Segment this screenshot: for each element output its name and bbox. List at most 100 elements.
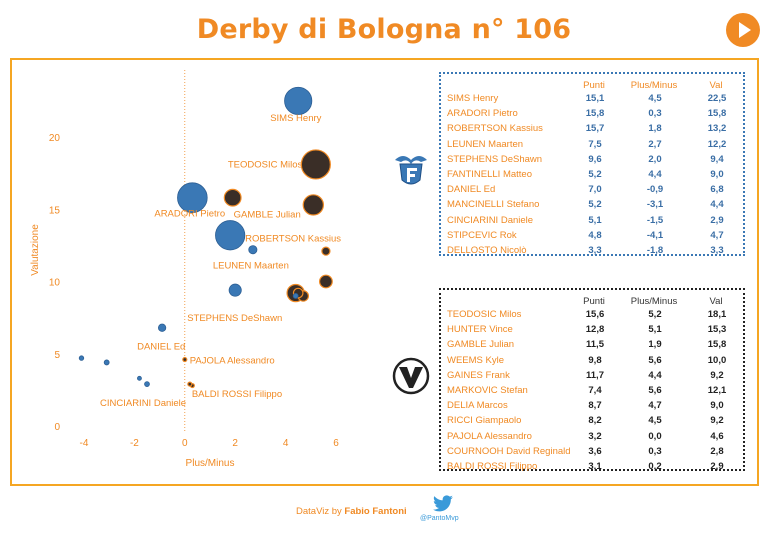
player-name: STIPCEVIC Rok — [447, 229, 517, 241]
stat-val: 3,3 — [710, 245, 724, 256]
stat-val: 22,5 — [707, 93, 727, 104]
stat-punti: 9,8 — [588, 354, 602, 366]
stat-pm: 5,1 — [648, 324, 662, 336]
stat-val: 2,9 — [710, 214, 724, 226]
stat-val: 10,0 — [707, 354, 727, 366]
point-baldi-rossi-filippo — [187, 381, 193, 387]
stat-punti: 3,3 — [588, 245, 602, 256]
stat-pm: 5,6 — [648, 354, 662, 366]
twitter-handle[interactable]: @PantoMvp — [420, 515, 459, 522]
stat-pm: 5,2 — [648, 309, 662, 320]
column-header-plus-minus: Plus/Minus — [630, 80, 678, 91]
stat-val: 9,2 — [710, 369, 724, 381]
table-row: STIPCEVIC Rok 4,8 -4,1 4,7 — [447, 230, 737, 245]
point-label: BALDI ROSSI Filippo — [192, 389, 282, 400]
table-row: GAMBLE Julian 11,5 1,9 15,8 — [447, 339, 737, 354]
stat-val: 9,0 — [710, 400, 724, 412]
fortitudo-stats-table: Punti Plus/Minus Val SIMS Henry 15,1 4,5 22… — [439, 72, 745, 256]
x-tick-label: 0 — [182, 438, 188, 449]
point-label: PAJOLA Alessandro — [190, 356, 275, 367]
table-row: BALDI ROSSI Filippo 3,1 0,2 2,9 — [447, 461, 737, 476]
player-name: STEPHENS DeShawn — [447, 153, 543, 165]
stat-punti: 8,2 — [588, 415, 602, 427]
point-mancinelli-stefano — [103, 359, 110, 366]
stat-punti: 15,1 — [585, 93, 605, 104]
table-row: MANCINELLI Stefano 5,2 -3,1 4,4 — [447, 199, 737, 214]
stat-val: 4,4 — [710, 199, 724, 211]
virtus-logo-icon — [392, 357, 430, 395]
stat-pm: 2,0 — [648, 153, 662, 165]
stat-pm: 0,2 — [648, 461, 662, 472]
table-row: LEUNEN Maarten 7,5 2,7 12,2 — [447, 139, 737, 154]
stat-punti: 7,5 — [588, 138, 602, 150]
point-label: ROBERTSON Kassius — [245, 233, 341, 244]
player-name: CINCIARINI Daniele — [447, 214, 534, 226]
y-tick-label: 15 — [49, 205, 61, 216]
point-markovic-stefan — [321, 246, 331, 256]
point-leunen-maarten — [248, 245, 258, 255]
virtus-stats-table: Punti Plus/Minus Val TEODOSIC Milos 15,6 5… — [439, 288, 745, 472]
stat-pm: -1,8 — [646, 245, 664, 256]
stat-pm: 1,9 — [648, 339, 662, 351]
stat-val: 9,4 — [710, 153, 724, 165]
stat-pm: -3,1 — [646, 199, 664, 211]
stat-pm: 4,4 — [648, 369, 662, 381]
player-name: LEUNEN Maarten — [447, 138, 524, 150]
point-aradori-pietro — [177, 182, 208, 213]
stat-punti: 11,5 — [586, 339, 604, 351]
player-name: COURNOOH David Reginald — [447, 445, 571, 457]
stat-punti: 4,8 — [588, 229, 602, 241]
y-axis-label: Valutazione — [30, 224, 41, 276]
stat-val: 13,2 — [707, 123, 727, 135]
y-tick-label: 5 — [54, 350, 60, 361]
table-row: PAJOLA Alessandro 3,2 0,0 4,6 — [447, 431, 737, 446]
stat-punti: 11,7 — [586, 369, 604, 381]
player-name: RICCI Giampaolo — [447, 415, 522, 427]
player-name: FANTINELLI Matteo — [447, 169, 533, 180]
point-stephens-deshawn — [228, 283, 242, 297]
stat-punti: 15,8 — [585, 108, 605, 120]
player-name: WEEMS Kyle — [447, 354, 505, 366]
stat-punti: 12,8 — [585, 324, 605, 336]
stat-punti: 7,4 — [588, 385, 602, 396]
player-name: GAMBLE Julian — [447, 339, 515, 351]
player-name: ROBERTSON Kassius — [447, 123, 543, 135]
stat-val: 4,6 — [710, 430, 724, 442]
x-axis-label: Plus/Minus — [186, 458, 235, 469]
player-name: DELIA Marcos — [447, 400, 508, 412]
fortitudo-logo-icon — [395, 156, 427, 185]
stat-punti: 7,0 — [588, 184, 602, 196]
point-weems-kyle — [318, 274, 333, 289]
stat-val: 12,2 — [707, 138, 727, 150]
stat-val: 4,7 — [710, 229, 724, 241]
table-row: DANIEL Ed 7,0 -0,9 6,8 — [447, 184, 737, 199]
play-button[interactable] — [726, 13, 760, 47]
column-header-val: Val — [709, 80, 723, 91]
stat-pm: -0,9 — [646, 184, 664, 196]
point-label: LEUNEN Maarten — [213, 261, 289, 272]
table-row: DELIA Marcos 8,7 4,7 9,0 — [447, 400, 737, 415]
point-cinciarini-daniele — [144, 381, 150, 387]
stat-val: 12,1 — [707, 385, 727, 396]
stat-pm: 2,7 — [648, 138, 662, 150]
stat-punti: 3,6 — [588, 445, 602, 457]
point-stipcevic-rok — [78, 355, 85, 361]
chart-frame — [10, 58, 759, 486]
stat-punti: 3,1 — [588, 461, 602, 472]
point-label: SIMS Henry — [270, 113, 321, 124]
table-row: CINCIARINI Daniele 5,1 -1,5 2,9 — [447, 215, 737, 230]
column-header-punti: Punti — [583, 80, 605, 91]
stat-val: 6,8 — [710, 184, 724, 196]
point-label: STEPHENS DeShawn — [187, 313, 282, 324]
table-row: HUNTER Vince 12,8 5,1 15,3 — [447, 324, 737, 339]
column-header-punti: Punti — [583, 296, 605, 307]
table-row: COURNOOH David Reginald 3,6 0,3 2,8 — [447, 446, 737, 461]
stat-punti: 5,2 — [588, 199, 602, 211]
stat-punti: 8,7 — [588, 400, 602, 412]
twitter-icon[interactable] — [432, 495, 454, 513]
axis-ticks: -4 -2 0 2 4 6 0 5 10 15 20 — [49, 133, 339, 449]
table-row: DELLOSTO Nicolò 3,3 -1,8 3,3 — [447, 245, 737, 260]
table-row: RICCI Giampaolo 8,2 4,5 9,2 — [447, 415, 737, 430]
table-row: SIMS Henry 15,1 4,5 22,5 — [447, 93, 737, 108]
